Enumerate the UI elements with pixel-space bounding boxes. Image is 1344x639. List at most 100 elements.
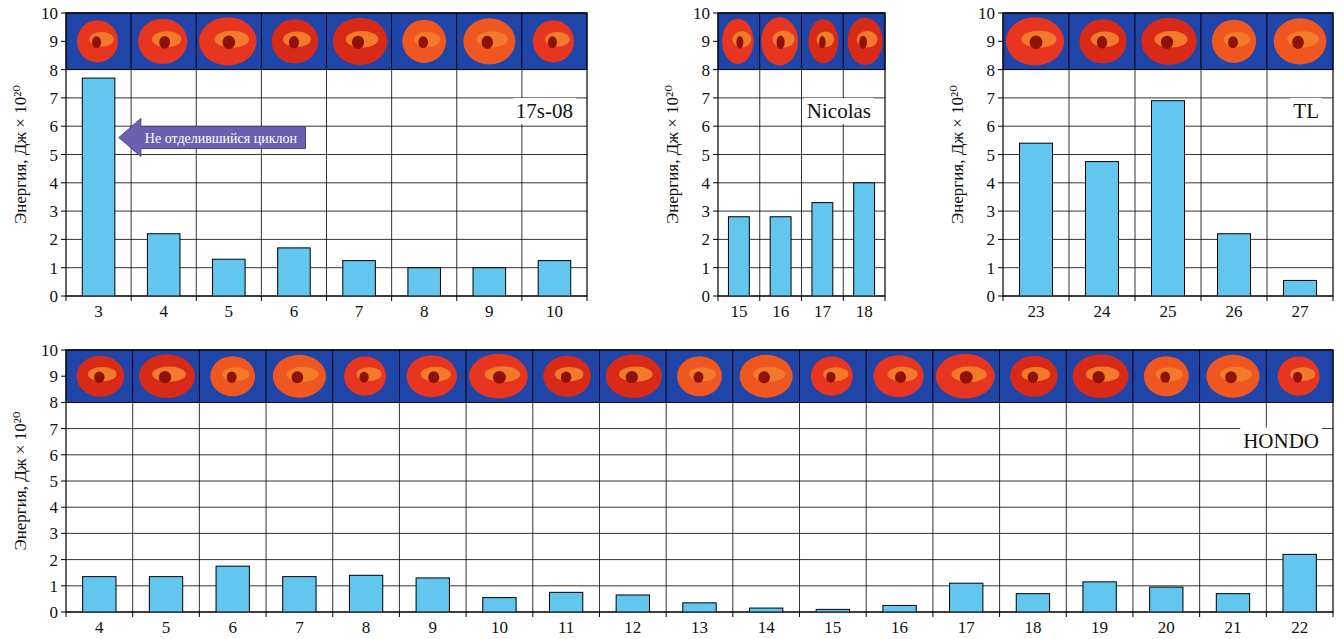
bar: [278, 248, 311, 296]
satellite-thumbnail: [866, 350, 933, 402]
satellite-thumbnail: [1135, 13, 1201, 70]
y-tick: [61, 612, 66, 613]
thumbnail-eye: [428, 371, 439, 383]
bar: [1283, 554, 1316, 612]
satellite-thumbnail: [266, 350, 333, 402]
x-tick-separator: [732, 612, 733, 617]
y-tick-label: 5: [987, 146, 996, 165]
x-tick-separator: [332, 612, 333, 617]
satellite-thumbnail: [933, 350, 1000, 402]
y-tick-label: 9: [702, 32, 711, 51]
satellite-thumbnail: [802, 13, 844, 70]
y-tick: [61, 507, 66, 508]
x-tick-label: 6: [290, 302, 299, 321]
y-tick: [998, 126, 1003, 127]
y-tick: [713, 296, 718, 297]
y-tick-label: 10: [41, 341, 58, 360]
thumbnail-cloud: [1141, 18, 1196, 65]
y-axis-title: Энергия, Дж × 10²⁰: [663, 85, 682, 224]
x-tick-separator: [466, 612, 467, 617]
bar: [728, 217, 749, 296]
thumbnail-cloud: [1278, 357, 1320, 396]
thumbnail-cloud: [811, 357, 853, 396]
y-tick: [61, 350, 66, 351]
y-tick: [998, 41, 1003, 42]
thumbnail-eye: [548, 36, 557, 48]
bar: [538, 261, 571, 296]
y-tick-label: 4: [702, 174, 711, 193]
satellite-thumbnail: [760, 13, 802, 70]
panel-title: HONDO: [1243, 429, 1319, 453]
x-tick-label: 7: [295, 618, 304, 637]
y-tick-label: 9: [50, 32, 59, 51]
y-tick: [61, 239, 66, 240]
thumbnail-bg: [522, 13, 587, 70]
thumbnail-bg: [1133, 350, 1200, 402]
panel: 0123456789102324252627Энергия, Дж × 10²⁰…: [948, 4, 1333, 321]
satellite-thumbnail: [1200, 350, 1267, 402]
plot-frame: [66, 13, 587, 296]
bar: [1083, 582, 1116, 612]
thumbnail-cloud: [1073, 354, 1129, 398]
thumbnail-eye: [1225, 371, 1237, 383]
x-tick-label: 8: [362, 618, 371, 637]
x-tick-separator: [1333, 612, 1334, 617]
x-tick-label: 18: [1024, 618, 1041, 637]
y-tick-label: 9: [987, 32, 996, 51]
satellite-thumbnail: [133, 350, 200, 402]
thumbnail-eye: [418, 36, 428, 48]
satellite-thumbnail: [199, 350, 266, 402]
thumbnail-eye: [1293, 372, 1302, 383]
thumbnail-bg: [266, 350, 333, 402]
y-tick-label: 7: [702, 89, 711, 108]
thumbnail-cloud: [1206, 355, 1259, 398]
y-tick-label: 10: [693, 4, 710, 23]
bar: [1216, 594, 1249, 612]
y-tick-label: 10: [978, 4, 995, 23]
thumbnail-bg: [1267, 13, 1333, 70]
thumbnail-bg: [733, 350, 800, 402]
y-tick-label: 1: [50, 259, 59, 278]
thumbnail-eye: [292, 371, 304, 383]
y-tick-label: 3: [987, 202, 996, 221]
y-tick: [998, 154, 1003, 155]
grid-line: [66, 454, 1333, 455]
bar: [950, 583, 983, 612]
thumbnail-eye: [1028, 371, 1038, 382]
y-tick-label: 0: [987, 287, 996, 306]
x-tick-label: 27: [1292, 302, 1310, 321]
y-tick: [61, 533, 66, 534]
y-tick-label: 8: [50, 61, 59, 80]
x-tick-separator: [1069, 296, 1070, 301]
x-tick-label: 19: [1091, 618, 1108, 637]
satellite-thumbnail: [66, 350, 133, 402]
thumbnail-eye: [227, 372, 237, 383]
satellite-thumbnail: [1133, 350, 1200, 402]
thumbnail-eye: [1228, 36, 1238, 48]
y-tick-label: 2: [50, 230, 59, 249]
x-tick-separator: [759, 296, 760, 301]
bar: [683, 603, 716, 612]
satellite-thumbnail: [1000, 350, 1067, 402]
y-tick-label: 2: [50, 551, 59, 570]
thumbnail-cloud: [543, 356, 591, 397]
thumbnail-cloud: [402, 20, 446, 63]
thumbnail-bg: [1003, 13, 1069, 70]
satellite-thumbnail: [1267, 13, 1333, 70]
y-tick-label: 0: [702, 287, 711, 306]
x-tick-label: 12: [624, 618, 641, 637]
y-tick: [713, 239, 718, 240]
thumbnail-eye: [1292, 36, 1304, 49]
thumbnail-bg: [1266, 350, 1333, 402]
x-tick-label: 17: [814, 302, 832, 321]
satellite-thumbnail: [800, 350, 867, 402]
grid-line: [66, 507, 1333, 508]
thumbnail-cloud: [1212, 20, 1256, 63]
panel: 01234567891015161718Энергия, Дж × 10²⁰Ni…: [663, 4, 885, 321]
y-tick: [61, 428, 66, 429]
grid-line: [66, 428, 1333, 429]
thumbnail-eye: [159, 371, 171, 383]
thumbnail-cloud: [77, 356, 125, 397]
x-tick-separator: [1201, 296, 1202, 301]
x-tick-separator: [132, 612, 133, 617]
